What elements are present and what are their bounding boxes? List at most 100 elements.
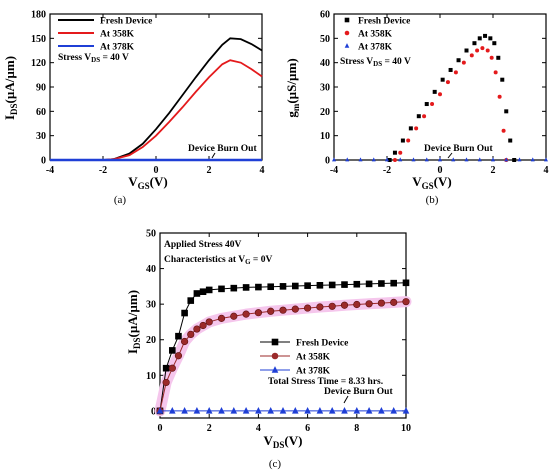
chart-c-xtick-label: 10 xyxy=(401,423,411,434)
chart-b-series-fresh-legend-marker xyxy=(344,17,350,23)
chart-c-series-378k-legend-marker xyxy=(271,366,279,373)
chart-c-series-358k-point xyxy=(402,298,410,306)
chart-b-series-fresh-point xyxy=(456,58,461,63)
chart-c-burnout-note: Device Burn Out xyxy=(324,387,393,397)
chart-b-series-fresh-legend-label: Fresh Device xyxy=(358,17,410,27)
chart-c-series-378k-point xyxy=(169,406,176,414)
chart-c-series-358k-point xyxy=(353,300,361,309)
chart-b-series-378k-point xyxy=(477,157,482,162)
chart-b-ytick-label: 0 xyxy=(325,156,330,167)
chart-b-series-378k-point xyxy=(517,157,522,162)
chart-a-ytick-label: 90 xyxy=(36,83,46,94)
chart-b-series-358k-point xyxy=(438,92,442,97)
chart-c-series-fresh-point xyxy=(181,309,188,317)
chart-a-xlabel: VGS(V) xyxy=(128,174,167,191)
chart-b-series-358k-point xyxy=(406,138,411,143)
chart-b-series-358k-point xyxy=(430,102,435,107)
chart-c-series-358k-point xyxy=(187,330,195,338)
chart-c-series-358k-point xyxy=(174,352,183,360)
chart-c-series-358k-point xyxy=(304,304,312,312)
chart-c-series-378k-point xyxy=(292,406,299,414)
chart-b-xtick-label: -2 xyxy=(383,165,391,176)
chart-c-series-378k-point xyxy=(181,406,188,414)
chart-b-series-358k-legend-marker xyxy=(344,30,350,36)
chart-c-series-378k-point xyxy=(353,406,361,414)
chart-b-series-fresh-point xyxy=(492,41,497,46)
chart-c-series-358k-point xyxy=(205,318,213,326)
chart-b-series-378k-point xyxy=(371,157,376,162)
chart-b-series-378k-point xyxy=(332,157,336,162)
chart-c-series-358k-point xyxy=(279,306,287,314)
chart-c-series-fresh-point xyxy=(316,281,324,289)
chart-c-series-fresh-point xyxy=(390,279,397,287)
chart-c-series-fresh-point xyxy=(242,284,250,291)
chart-b-series-358k-point xyxy=(469,53,474,58)
chart-c-series-378k-point xyxy=(230,406,238,414)
chart-b-series-358k-point xyxy=(475,48,480,53)
chart-a-ytick-label: 180 xyxy=(31,10,46,21)
chart-b-series-358k-point xyxy=(445,80,450,85)
chart-b-ytick-label: 40 xyxy=(320,58,330,69)
chart-b-series-358k-point xyxy=(489,55,494,60)
chart-c-series-fresh-point xyxy=(328,281,336,289)
chart-b-series-378k-point xyxy=(451,157,456,162)
chart-b-series-fresh-point xyxy=(496,55,501,60)
chart-c-series-378k-point xyxy=(267,406,274,414)
chart-b-stress-note: Stress VDS = 40 V xyxy=(340,57,411,68)
chart-b-series-fresh-point xyxy=(416,114,421,119)
chart-c-series-fresh-point xyxy=(304,282,311,289)
chart-c-series-358k-point xyxy=(377,299,386,307)
chart-b-series-fresh-point xyxy=(472,41,477,46)
chart-b-ytick-label: 50 xyxy=(320,34,330,45)
chart-c: IDS(µA/µm) VDS(V) (c) Applied Stress 40V… xyxy=(125,229,412,470)
chart-c-series-378k-point xyxy=(328,406,336,414)
chart-b-panel-label: (b) xyxy=(426,194,439,206)
chart-a-ytick-label: 150 xyxy=(31,34,46,45)
chart-a-panel-label: (a) xyxy=(114,194,127,206)
chart-c-ytick-label: 20 xyxy=(146,335,156,346)
chart-a-series-378k-legend-label: At 378K xyxy=(100,43,135,53)
chart-c-series-358k-point xyxy=(340,301,349,309)
chart-b-series-fresh-point xyxy=(400,138,405,143)
chart-b-ytick-label: 20 xyxy=(320,107,330,118)
chart-c-burnout-arrow xyxy=(343,395,349,404)
chart-b-xtick-label: 2 xyxy=(491,165,496,176)
chart-b-series-fresh-point xyxy=(424,102,429,107)
chart-a-series-358k-legend-label: At 358K xyxy=(100,30,135,40)
chart-a-ylabel: IDS(µA/µm) xyxy=(2,56,19,120)
chart-b-burnout-note: Device Burn Out xyxy=(424,144,493,154)
chart-b-series-fresh-point xyxy=(488,36,493,41)
chart-c-ylabel: IDS(µA/µm) xyxy=(125,290,142,354)
chart-c-characteristics-note: Characteristics at VG = 0V xyxy=(164,255,272,266)
chart-b-series-358k-point xyxy=(398,150,403,155)
chart-c-series-fresh-point xyxy=(230,284,238,292)
chart-c-series-fresh-legend-marker xyxy=(271,338,279,346)
chart-b-series-378k-point xyxy=(345,157,350,162)
chart-a-xtick-label: -2 xyxy=(99,165,107,176)
chart-c-series-358k-point xyxy=(193,325,201,333)
chart-a-ytick-label: 0 xyxy=(41,156,46,167)
chart-c-series-358k-point xyxy=(316,303,324,311)
chart-b-series-358k-point xyxy=(453,70,458,75)
chart-a-burnout-arrow xyxy=(211,152,216,159)
chart-c-ytick-label: 30 xyxy=(146,300,156,311)
chart-a-xtick-label: 0 xyxy=(154,165,159,176)
chart-a-frame xyxy=(49,13,263,161)
chart-c-xtick-label: 4 xyxy=(256,423,261,434)
chart-c-ytick-label: 50 xyxy=(146,229,156,240)
chart-a-xtick-label: 4 xyxy=(260,165,265,176)
chart-c-series-358k-point xyxy=(242,310,250,318)
chart-c-series-fresh-point xyxy=(162,364,170,372)
chart-c-series-358k-legend-marker xyxy=(271,352,279,360)
chart-b-series-fresh-point xyxy=(440,77,445,82)
chart-c-series-fresh-point xyxy=(353,280,361,288)
chart-b-series-358k-point xyxy=(461,60,466,65)
chart-c-series-fresh-point xyxy=(279,283,287,290)
chart-c-stress-note: Applied Stress 40V xyxy=(164,240,242,250)
chart-b-series-fresh-point xyxy=(500,77,505,82)
chart-a-xtick-label: -4 xyxy=(46,165,54,176)
chart-b-series-378k-point xyxy=(464,157,469,162)
chart-c-series-fresh-legend-label: Fresh Device xyxy=(296,339,348,349)
chart-b-series-358k-point xyxy=(497,94,502,99)
chart-c-xtick-label: 0 xyxy=(158,423,163,434)
